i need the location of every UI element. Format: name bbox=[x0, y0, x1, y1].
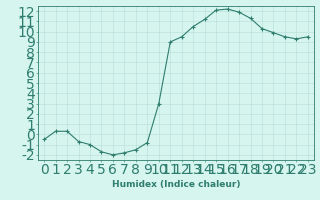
X-axis label: Humidex (Indice chaleur): Humidex (Indice chaleur) bbox=[112, 180, 240, 189]
